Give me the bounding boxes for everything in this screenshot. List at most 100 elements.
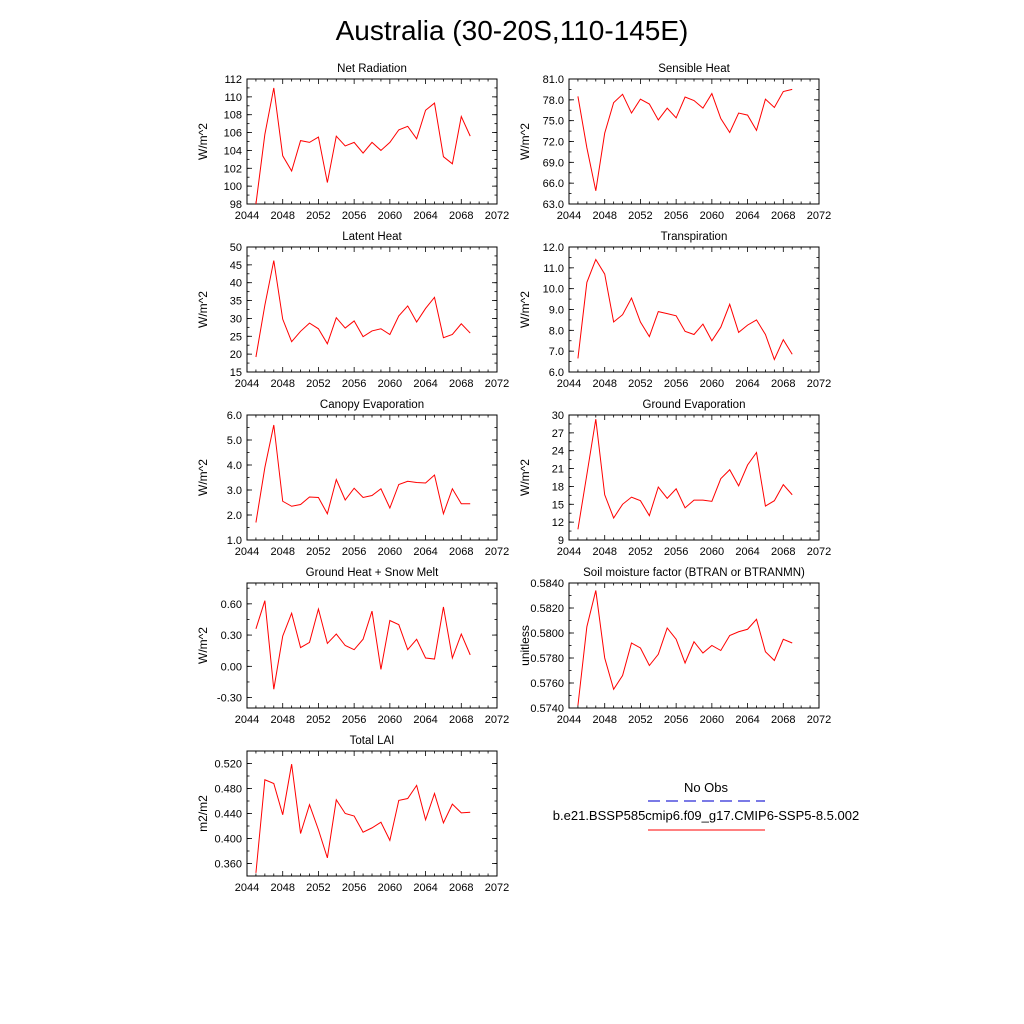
x-tick-label: 2072: [807, 378, 831, 390]
y-tick-label: 75.0: [543, 116, 564, 128]
y-tick-label: 63.0: [543, 199, 564, 211]
panel-title: Soil moisture factor (BTRAN or BTRANMN): [583, 567, 805, 579]
series-line: [255, 600, 471, 690]
x-tick-label: 2064: [413, 714, 437, 726]
x-tick-label: 2048: [592, 378, 616, 390]
y-tick-label: 0.00: [221, 661, 242, 673]
x-tick-label: 2072: [485, 378, 509, 390]
panel-soil-moisture-factor-btran-or-btranmn: 2044 2048 2052 2056 2060 2064 2068 2072 0.5740 0.…: [518, 567, 831, 726]
y-tick-label: 10.0: [543, 284, 564, 296]
y-tick-label: 18: [552, 481, 564, 493]
panel-ground-heat-snow-melt: 2044 2048 2052 2056 2060 2064 2068 2072 -0.30 0.0…: [196, 567, 509, 726]
y-tick-label: 7.0: [549, 346, 564, 358]
y-axis-label: W/m^2: [196, 123, 210, 160]
x-tick-label: 2048: [592, 210, 616, 222]
series-line: [255, 260, 471, 358]
panel-title: Latent Heat: [342, 231, 402, 243]
y-tick-label: 45: [230, 260, 242, 272]
series-line: [255, 424, 471, 523]
x-tick-label: 2056: [342, 882, 366, 894]
panel-title: Net Radiation: [337, 63, 407, 75]
y-tick-label: 25: [230, 331, 242, 343]
x-tick-label: 2072: [485, 546, 509, 558]
panel-sensible-heat: 2044 2048 2052 2056 2060 2064 2068 2072 63.0 66.0…: [518, 63, 831, 222]
y-axis-label: W/m^2: [518, 459, 532, 496]
x-tick-label: 2068: [449, 210, 473, 222]
x-tick-label: 2064: [735, 378, 759, 390]
y-tick-label: 98: [230, 199, 242, 211]
x-tick-label: 2044: [235, 882, 259, 894]
y-tick-label: 3.0: [227, 485, 242, 497]
x-tick-label: 2056: [342, 546, 366, 558]
x-tick-label: 2060: [378, 378, 402, 390]
y-axis-label: W/m^2: [196, 459, 210, 496]
panel-latent-heat: 2044 2048 2052 2056 2060 2064 2068 2072 15 20 25 30…: [196, 231, 509, 390]
x-tick-label: 2052: [306, 882, 330, 894]
y-axis-label: W/m^2: [518, 291, 532, 328]
x-tick-label: 2044: [557, 210, 581, 222]
x-tick-label: 2056: [342, 378, 366, 390]
x-tick-label: 2056: [664, 210, 688, 222]
y-tick-label: 21: [552, 464, 564, 476]
panel-title: Transpiration: [661, 231, 728, 243]
x-tick-label: 2048: [592, 546, 616, 558]
y-tick-label: 15: [230, 367, 242, 379]
y-tick-label: 110: [224, 92, 242, 104]
panel-canopy-evaporation: 2044 2048 2052 2056 2060 2064 2068 2072 1.0 2.0 3.…: [196, 399, 509, 558]
x-tick-label: 2072: [807, 714, 831, 726]
y-tick-label: 0.5800: [530, 628, 564, 640]
x-tick-label: 2064: [413, 546, 437, 558]
y-tick-label: 2.0: [227, 510, 242, 522]
series-line: [255, 764, 471, 873]
x-tick-label: 2068: [771, 546, 795, 558]
x-tick-label: 2068: [449, 882, 473, 894]
x-tick-label: 2072: [485, 210, 509, 222]
panel-total-lai: 2044 2048 2052 2056 2060 2064 2068 2072 0.360 0.4…: [196, 735, 509, 894]
panel-title: Total LAI: [350, 735, 395, 747]
y-tick-label: 8.0: [549, 325, 564, 337]
y-tick-label: 12: [552, 517, 564, 529]
x-tick-label: 2056: [664, 714, 688, 726]
panel-net-radiation: 2044 2048 2052 2056 2060 2064 2068 2072 98 100 102…: [196, 63, 509, 222]
x-tick-label: 2072: [807, 210, 831, 222]
series-line: [577, 258, 793, 361]
y-tick-label: 108: [224, 110, 242, 122]
panel-title: Canopy Evaporation: [320, 399, 424, 411]
x-tick-label: 2064: [413, 210, 437, 222]
y-tick-label: 66.0: [543, 178, 564, 190]
x-tick-label: 2052: [306, 714, 330, 726]
x-tick-label: 2044: [557, 546, 581, 558]
y-tick-label: 12.0: [543, 242, 564, 254]
x-tick-label: 2048: [270, 210, 294, 222]
legend-label-no-obs: No Obs: [684, 780, 729, 795]
y-tick-label: 0.400: [214, 834, 242, 846]
x-tick-label: 2068: [771, 210, 795, 222]
x-tick-label: 2044: [235, 546, 259, 558]
y-tick-label: 78.0: [543, 95, 564, 107]
x-tick-label: 2056: [664, 546, 688, 558]
y-tick-label: 0.5740: [530, 703, 564, 715]
x-tick-label: 2072: [485, 882, 509, 894]
x-tick-label: 2056: [664, 378, 688, 390]
y-tick-label: 0.5780: [530, 653, 564, 665]
y-tick-label: 6.0: [549, 367, 564, 379]
y-tick-label: 106: [224, 128, 242, 140]
y-tick-label: 11.0: [543, 263, 564, 275]
series-line: [577, 88, 793, 191]
y-tick-label: 9: [558, 535, 564, 547]
y-tick-label: 5.0: [227, 435, 242, 447]
y-tick-label: 30: [552, 410, 564, 422]
y-axis-label: W/m^2: [196, 627, 210, 664]
y-tick-label: 102: [224, 163, 242, 175]
series-line: [577, 419, 793, 530]
y-axis-label: unitless: [518, 625, 532, 666]
x-tick-label: 2052: [306, 210, 330, 222]
y-tick-label: 81.0: [543, 74, 564, 86]
x-tick-label: 2048: [270, 882, 294, 894]
y-tick-label: 9.0: [549, 305, 564, 317]
panel-transpiration: 2044 2048 2052 2056 2060 2064 2068 2072 6.0 7.0 8.…: [518, 231, 831, 390]
y-tick-label: 112: [224, 74, 242, 86]
x-tick-label: 2060: [700, 210, 724, 222]
x-tick-label: 2048: [270, 546, 294, 558]
